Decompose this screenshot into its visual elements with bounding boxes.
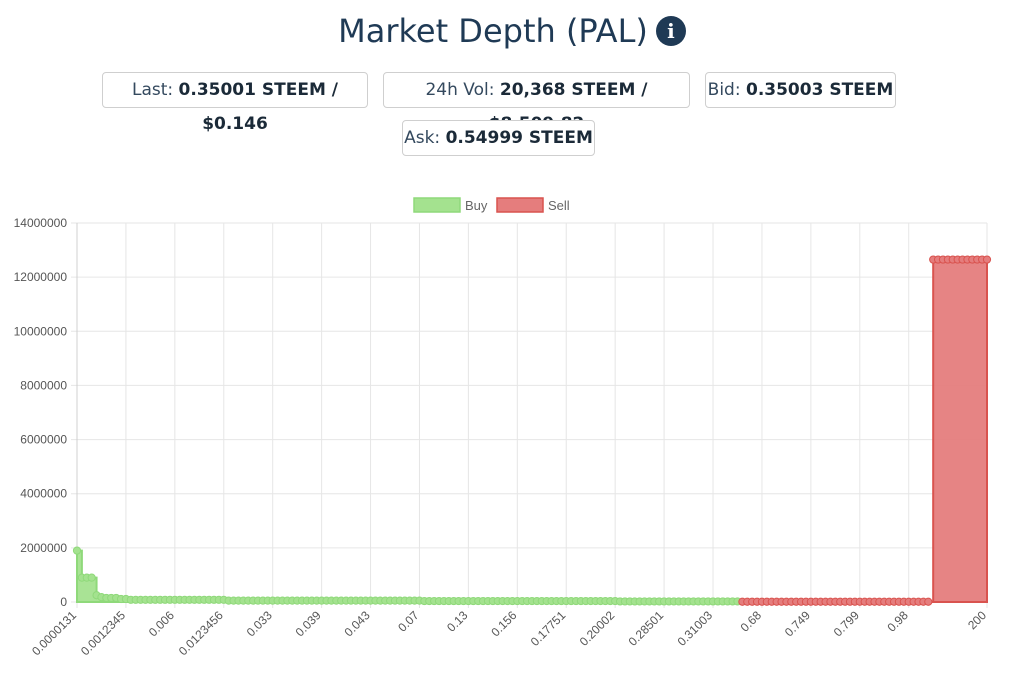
info-circle-icon[interactable]: i <box>655 16 686 46</box>
data-point-buy <box>87 573 96 582</box>
legend-label-buy: Buy <box>465 198 488 213</box>
y-tick-label: 2000000 <box>20 541 67 555</box>
y-axis-ticks: 0 2000000 4000000 6000000 8000000 10000000 120… <box>14 216 68 609</box>
y-tick-label: 0 <box>60 595 67 609</box>
legend-swatch-buy <box>413 197 461 213</box>
x-tick-label: 200 <box>965 608 989 632</box>
x-tick-label: 0.0012345 <box>78 608 128 658</box>
series-points <box>72 255 992 606</box>
x-tick-label: 0.20002 <box>577 608 618 649</box>
x-tick-label: 0.17751 <box>528 608 569 649</box>
ask-value: 0.54999 STEEM <box>445 128 593 148</box>
x-tick-label: 0.039 <box>293 608 324 639</box>
x-tick-label: 0.31003 <box>675 608 716 649</box>
data-point-buy <box>72 546 82 555</box>
last-value: 0.35001 STEEM / $0.146 <box>178 80 338 134</box>
x-tick-label: 0.156 <box>488 608 519 639</box>
x-tick-label: 0.0123456 <box>176 608 226 658</box>
x-tick-label: 0.033 <box>244 608 275 639</box>
bid-label: Bid: <box>707 80 741 100</box>
y-tick-label: 6000000 <box>20 433 67 447</box>
last-label: Last: <box>131 80 174 100</box>
bid-value: 0.35003 STEEM <box>745 80 894 100</box>
x-tick-label: 0.07 <box>395 608 422 635</box>
data-point-sell <box>982 255 992 264</box>
area-buy <box>76 549 739 603</box>
legend-label-sell: Sell <box>548 198 570 213</box>
y-tick-label: 8000000 <box>20 378 67 392</box>
y-tick-label: 12000000 <box>14 270 68 284</box>
grid-lines <box>71 222 988 608</box>
x-tick-label: 0.799 <box>831 608 862 639</box>
legend-swatch-sell <box>496 197 544 213</box>
data-point-sell <box>924 597 933 606</box>
page-title: Market Depth (PAL) i <box>0 12 1024 50</box>
ask-box: Ask: 0.54999 STEEM <box>402 120 595 156</box>
x-tick-label: 0.28501 <box>626 608 667 649</box>
y-tick-label: 10000000 <box>14 324 68 338</box>
area-sell <box>741 258 988 603</box>
bid-box: Bid: 0.35003 STEEM <box>705 72 896 108</box>
y-tick-label: 14000000 <box>14 216 68 230</box>
x-tick-label: 0.006 <box>146 608 177 639</box>
x-tick-label: 0.043 <box>342 608 373 639</box>
y-tick-label: 4000000 <box>20 487 67 501</box>
volume-label: 24h Vol: <box>425 80 495 100</box>
x-tick-label: 0.0000131 <box>29 608 79 658</box>
x-tick-label: 0.68 <box>738 608 765 635</box>
x-tick-label: 0.98 <box>884 608 911 635</box>
ask-label: Ask: <box>404 128 441 148</box>
x-tick-label: 0.749 <box>782 608 813 639</box>
last-price-box: Last: 0.35001 STEEM / $0.146 <box>102 72 368 134</box>
series-areas <box>76 258 988 603</box>
legend: Buy Sell <box>413 197 570 213</box>
page-title-text: Market Depth (PAL) <box>338 12 648 50</box>
x-tick-label: 0.13 <box>444 608 471 635</box>
